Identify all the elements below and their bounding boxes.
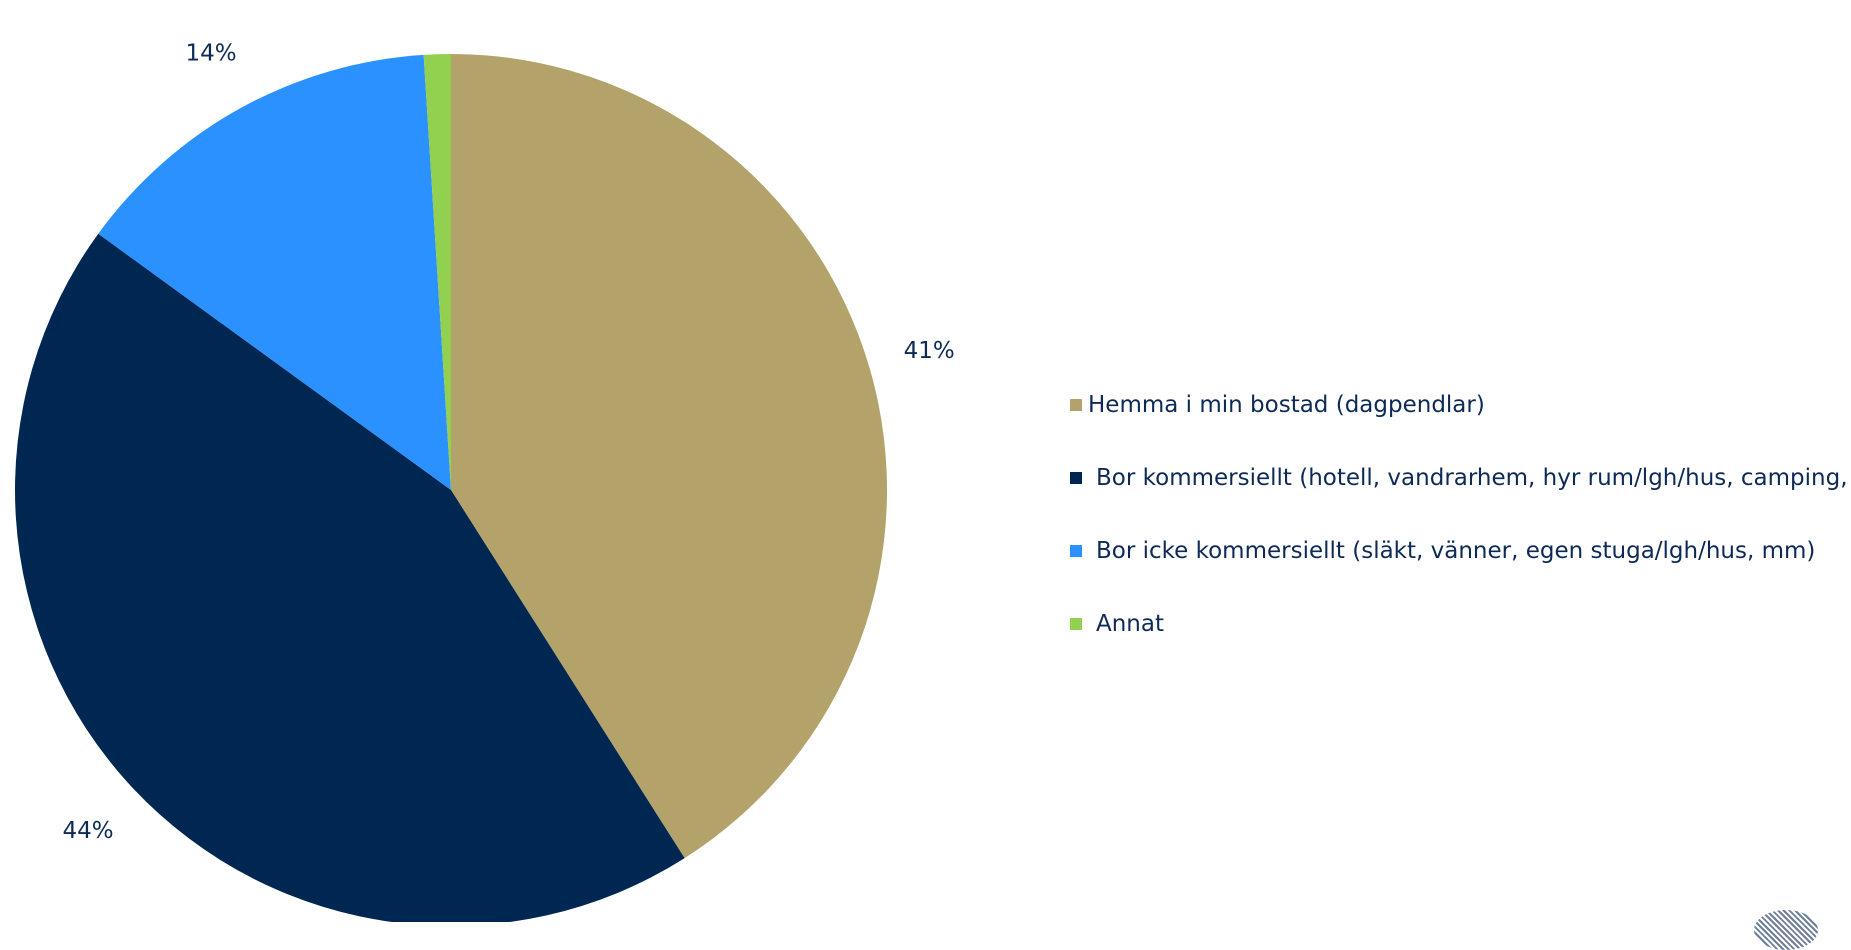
pie-chart: 41% 44% 14% 1% xyxy=(15,0,955,922)
pie-slices xyxy=(15,53,888,922)
pie-slice-hemma-i-min-bostad-dagpendlar xyxy=(451,54,888,859)
legend-item-bor-kommersiellt-hotell-vandrarhem-hyr-r: Bor kommersiellt (hotell, vandrarhem, hy… xyxy=(1070,441,1851,514)
legend-item-annat: Annat xyxy=(1070,587,1851,660)
data-label-annat: 1% xyxy=(417,0,454,5)
data-label-bor-kommersiellt-hotell-vandrarhem-hyr-r: 44% xyxy=(62,818,113,844)
data-label-bor-icke-kommersiellt-sl-kt-v-nner-egen-: 14% xyxy=(186,41,237,67)
pie-slice-annat xyxy=(423,53,451,490)
pie-slice-bor-kommersiellt-hotell-vandrarhem-hyr-r xyxy=(15,233,685,922)
legend-swatch xyxy=(1070,398,1082,411)
legend-swatch xyxy=(1070,471,1082,484)
legend-swatch xyxy=(1070,544,1082,557)
legend-label: Bor kommersiellt (hotell, vandrarhem, hy… xyxy=(1096,464,1851,491)
legend-label: Bor icke kommersiellt (släkt, vänner, eg… xyxy=(1096,537,1816,564)
legend-label: Hemma i min bostad (dagpendlar) xyxy=(1088,391,1485,418)
data-label-hemma-i-min-bostad-dagpendlar: 41% xyxy=(904,338,955,364)
legend-item-hemma-i-min-bostad-dagpendlar: Hemma i min bostad (dagpendlar) xyxy=(1070,368,1851,441)
legend-item-bor-icke-kommersiellt-sl-kt-v-nner-egen-: Bor icke kommersiellt (släkt, vänner, eg… xyxy=(1070,514,1851,587)
legend-swatch xyxy=(1070,617,1082,630)
chart-legend: Hemma i min bostad (dagpendlar) Bor komme… xyxy=(1070,368,1851,660)
legend-label: Annat xyxy=(1096,610,1165,637)
pie-slice-bor-icke-kommersiellt-sl-kt-v-nner-egen- xyxy=(98,54,452,491)
logo-emblem xyxy=(1754,910,1818,950)
pie-data-labels: 41% 44% 14% 1% xyxy=(62,0,954,844)
